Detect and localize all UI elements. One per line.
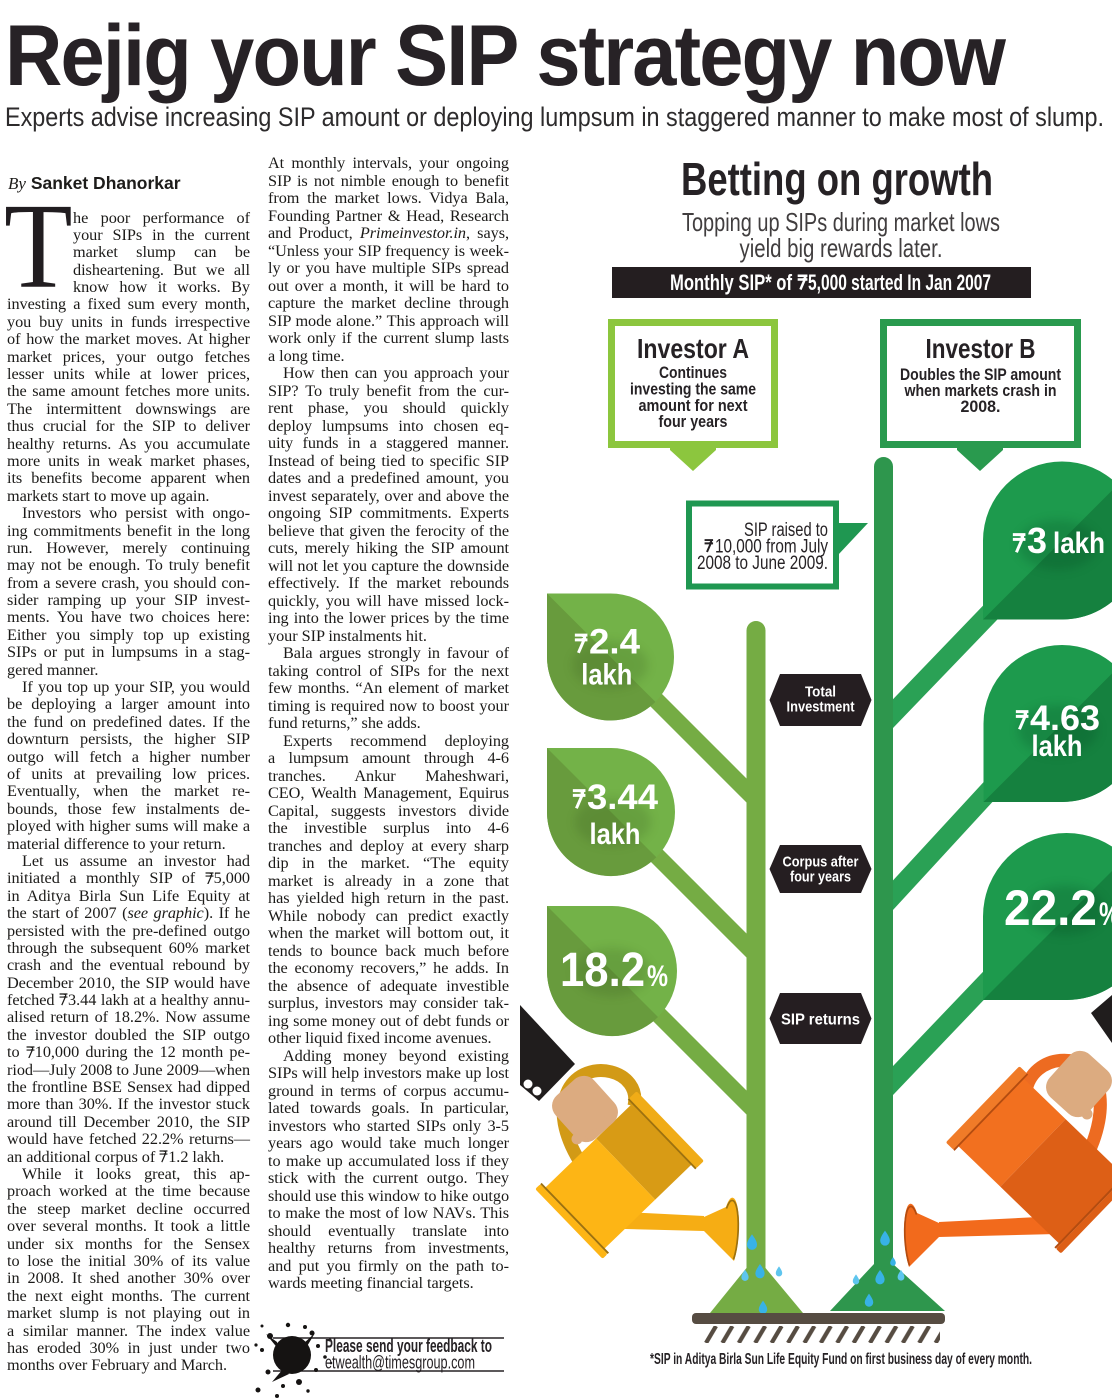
svg-text:5,000 started In Jan 2007: 5,000 started In Jan 2007: [808, 270, 991, 295]
svg-text:Doubles the SIP amount: Doubles the SIP amount: [900, 366, 1061, 384]
svg-text:amount for next: amount for next: [639, 397, 748, 415]
svg-text:%: %: [647, 960, 668, 993]
svg-text:2008.: 2008.: [961, 398, 1001, 416]
svg-text:%: %: [1099, 896, 1112, 932]
svg-text:Continues: Continues: [659, 364, 727, 382]
svg-text:lakh: lakh: [581, 659, 632, 692]
svg-text:when markets crash in: when markets crash in: [904, 382, 1057, 400]
svg-text:Please send your feedback to: Please send your feedback to: [325, 1336, 492, 1356]
svg-text:3.44: 3.44: [587, 778, 659, 817]
svg-text:lakh: lakh: [590, 818, 641, 851]
svg-text:18.2: 18.2: [560, 944, 645, 997]
svg-text:Experts advise increasing SIP: Experts advise increasing SIP amount or …: [5, 102, 1104, 132]
svg-text:four years: four years: [790, 869, 851, 886]
svg-text:10,000 from July: 10,000 from July: [715, 537, 828, 558]
svg-text:investing the same: investing the same: [630, 381, 756, 399]
svg-text:Rejig your SIP strategy now: Rejig your SIP strategy now: [5, 8, 1007, 104]
svg-text:etwealth@timesgroup.com: etwealth@timesgroup.com: [325, 1353, 475, 1373]
svg-text:22.2: 22.2: [1004, 880, 1097, 936]
svg-text:Investor A: Investor A: [637, 333, 749, 364]
svg-text:Corpus after: Corpus after: [783, 854, 859, 871]
svg-text:four years: four years: [659, 413, 728, 431]
svg-text:SIP raised to: SIP raised to: [744, 520, 828, 541]
svg-text:Monthly SIP* of: Monthly SIP* of: [670, 270, 792, 295]
svg-text:lakh: lakh: [1053, 527, 1105, 560]
svg-text:3: 3: [1027, 520, 1047, 561]
svg-text:Investor B: Investor B: [926, 333, 1036, 364]
svg-text:Investment: Investment: [787, 699, 855, 716]
svg-text:Total: Total: [805, 684, 836, 701]
svg-text:2008 to June 2009.: 2008 to June 2009.: [697, 553, 828, 574]
svg-text:*SIP in Aditya Birla Sun Life: *SIP in Aditya Birla Sun Life Equity Fun…: [650, 1351, 1032, 1368]
svg-text:2.4: 2.4: [589, 623, 641, 662]
svg-text:SIP returns: SIP returns: [781, 1012, 860, 1029]
svg-text:Topping up SIPs during market: Topping up SIPs during market lows: [682, 207, 1000, 237]
svg-text:Betting on growth: Betting on growth: [681, 153, 993, 205]
svg-text:4.63: 4.63: [1030, 699, 1100, 738]
svg-text:yield big rewards later.: yield big rewards later.: [740, 233, 943, 263]
svg-text:lakh: lakh: [1032, 730, 1083, 763]
